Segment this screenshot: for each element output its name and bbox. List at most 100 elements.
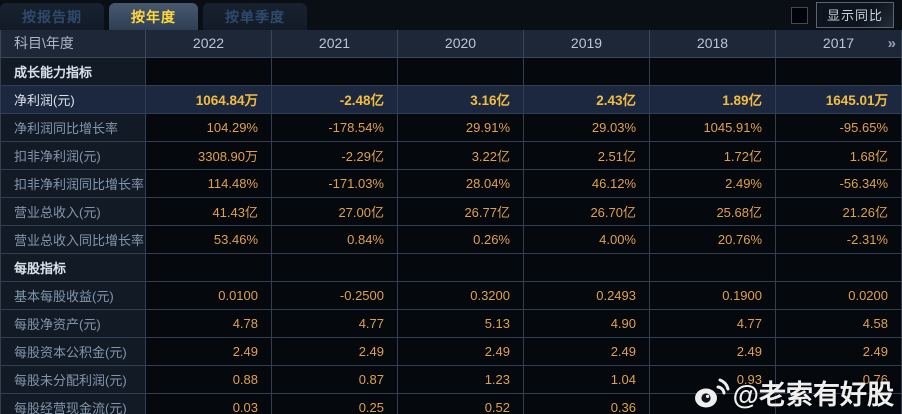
table-cell xyxy=(775,57,902,86)
table-row: 营业总收入同比增长率 53.46% 0.84% 0.26% 4.00% 20.76% -2.… xyxy=(0,225,902,254)
tabbar-right-controls: 显示同比 xyxy=(790,2,894,28)
row-label: 每股指标 xyxy=(0,253,146,282)
table-cell: 20.76% xyxy=(649,225,776,254)
table-cell: 26.70亿 xyxy=(523,197,650,226)
row-label: 营业总收入(元) xyxy=(0,197,146,226)
table-cell: 46.12% xyxy=(523,169,650,198)
table-cell: 4.77 xyxy=(649,309,776,338)
tab-按年度[interactable]: 按年度 xyxy=(109,3,198,30)
year-header-2021: 2021 xyxy=(271,30,398,58)
table-cell: 28.04% xyxy=(397,169,524,198)
table-cell xyxy=(145,57,272,86)
table-cell: 3.16亿 xyxy=(397,85,524,114)
table-cell: -56.34% xyxy=(775,169,902,198)
table-row: 成长能力指标 xyxy=(0,57,902,86)
table-cell: 0.0100 xyxy=(145,281,272,310)
table-cell: 53.46% xyxy=(145,225,272,254)
table-row: 扣非净利润(元) 3308.90万 -2.29亿 3.22亿 2.51亿 1.72亿 1.6… xyxy=(0,141,902,170)
period-tabs: 按报告期 按年度 按单季度 xyxy=(0,3,312,30)
table-cell: 4.90 xyxy=(523,309,650,338)
table-cell: 25.68亿 xyxy=(649,197,776,226)
table-cell: 5.13 xyxy=(397,309,524,338)
corner-label: 科目\年度 xyxy=(0,30,146,58)
table-cell: 1.72亿 xyxy=(649,141,776,170)
table-row: 营业总收入(元) 41.43亿 27.00亿 26.77亿 26.70亿 25.68亿 21… xyxy=(0,197,902,226)
table-cell: 2.49 xyxy=(397,337,524,366)
table-cell: 0.87 xyxy=(271,365,398,394)
table-cell: 0.0200 xyxy=(775,281,902,310)
table-cell: 26.77亿 xyxy=(397,197,524,226)
table-cell xyxy=(397,57,524,86)
table-cell: 1.23 xyxy=(397,365,524,394)
table-cell: 29.91% xyxy=(397,113,524,142)
table-cell: 1.68亿 xyxy=(775,141,902,170)
table-cell: 2.49 xyxy=(775,337,902,366)
row-label: 每股净资产(元) xyxy=(0,309,146,338)
table-cell: 0.25 xyxy=(271,393,398,414)
row-label: 扣非净利润同比增长率 xyxy=(0,169,146,198)
table-cell: 2.49 xyxy=(649,337,776,366)
table-cell: 0.84% xyxy=(271,225,398,254)
table-row: 每股资本公积金(元) 2.49 2.49 2.49 2.49 2.49 2.49 xyxy=(0,337,902,366)
tab-按报告期[interactable]: 按报告期 xyxy=(0,3,104,30)
financial-indicators-table: 科目\年度 2022 2021 2020 2019 2018 2017» 成长能力指标 净利润(… xyxy=(0,30,902,414)
row-label: 成长能力指标 xyxy=(0,57,146,86)
table-cell: -2.29亿 xyxy=(271,141,398,170)
table-cell: 0.93 xyxy=(649,365,776,394)
table-row: 每股未分配利润(元) 0.88 0.87 1.23 1.04 0.93 0.76 xyxy=(0,365,902,394)
table-cell: -95.65% xyxy=(775,113,902,142)
row-label: 营业总收入同比增长率 xyxy=(0,225,146,254)
table-cell xyxy=(271,253,398,282)
table-cell: 2.49 xyxy=(271,337,398,366)
table-cell: 2.43亿 xyxy=(523,85,650,114)
table-cell xyxy=(649,57,776,86)
year-header-2018: 2018 xyxy=(649,30,776,58)
table-row: 扣非净利润同比增长率 114.48% -171.03% 28.04% 46.12% 2.4… xyxy=(0,169,902,198)
table-cell: 4.00% xyxy=(523,225,650,254)
table-cell: 1.04 xyxy=(523,365,650,394)
row-label: 基本每股收益(元) xyxy=(0,281,146,310)
table-cell: 0.1900 xyxy=(649,281,776,310)
year-header-2019: 2019 xyxy=(523,30,650,58)
year-header-2017: 2017» xyxy=(775,30,902,58)
show-yoy-button[interactable]: 显示同比 xyxy=(815,2,894,28)
table-cell: 0.76 xyxy=(775,365,902,394)
table-cell: -2.48亿 xyxy=(271,85,398,114)
table-cell xyxy=(649,393,776,414)
table-cell xyxy=(649,253,776,282)
period-tabbar: 按报告期 按年度 按单季度 显示同比 xyxy=(0,0,902,30)
table-row: 每股经营现金流(元) 0.03 0.25 0.52 0.36 xyxy=(0,393,902,414)
table-cell: 2.49 xyxy=(523,337,650,366)
table-cell: 1045.91% xyxy=(649,113,776,142)
table-cell: 0.03 xyxy=(145,393,272,414)
table-cell: 0.36 xyxy=(523,393,650,414)
table-cell: 2.49 xyxy=(145,337,272,366)
show-yoy-checkbox[interactable] xyxy=(790,6,808,24)
table-cell xyxy=(523,253,650,282)
table-cell: 1064.84万 xyxy=(145,85,272,114)
row-label: 每股未分配利润(元) xyxy=(0,365,146,394)
more-years-icon[interactable]: » xyxy=(887,35,896,53)
tab-按单季度[interactable]: 按单季度 xyxy=(203,3,307,30)
table-cell: 0.52 xyxy=(397,393,524,414)
table-cell: 27.00亿 xyxy=(271,197,398,226)
table-cell: 21.26亿 xyxy=(775,197,902,226)
row-label: 净利润同比增长率 xyxy=(0,113,146,142)
table-cell: 0.88 xyxy=(145,365,272,394)
table-cell: 104.29% xyxy=(145,113,272,142)
table-cell xyxy=(397,253,524,282)
table-header-row: 科目\年度 2022 2021 2020 2019 2018 2017» xyxy=(0,30,902,58)
table-cell: 1645.01万 xyxy=(775,85,902,114)
table-row: 每股指标 xyxy=(0,253,902,282)
table-cell xyxy=(271,57,398,86)
table-cell: 114.48% xyxy=(145,169,272,198)
table-row: 基本每股收益(元) 0.0100 -0.2500 0.3200 0.2493 0.1900… xyxy=(0,281,902,310)
table-cell: 2.51亿 xyxy=(523,141,650,170)
row-label: 每股经营现金流(元) xyxy=(0,393,146,414)
table-cell xyxy=(775,393,902,414)
row-label: 每股资本公积金(元) xyxy=(0,337,146,366)
table-cell: 29.03% xyxy=(523,113,650,142)
row-label: 扣非净利润(元) xyxy=(0,141,146,170)
table-cell: 4.77 xyxy=(271,309,398,338)
table-cell: 2.49% xyxy=(649,169,776,198)
